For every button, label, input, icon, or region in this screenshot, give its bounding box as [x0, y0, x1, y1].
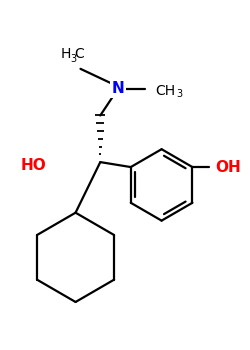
Text: 3: 3: [176, 89, 182, 99]
Text: 3: 3: [70, 54, 77, 64]
Text: HO: HO: [20, 158, 46, 173]
Text: OH: OH: [215, 160, 241, 175]
Text: N: N: [112, 81, 124, 96]
Text: CH: CH: [156, 84, 176, 98]
Text: C: C: [74, 47, 84, 61]
Text: H: H: [60, 47, 70, 61]
